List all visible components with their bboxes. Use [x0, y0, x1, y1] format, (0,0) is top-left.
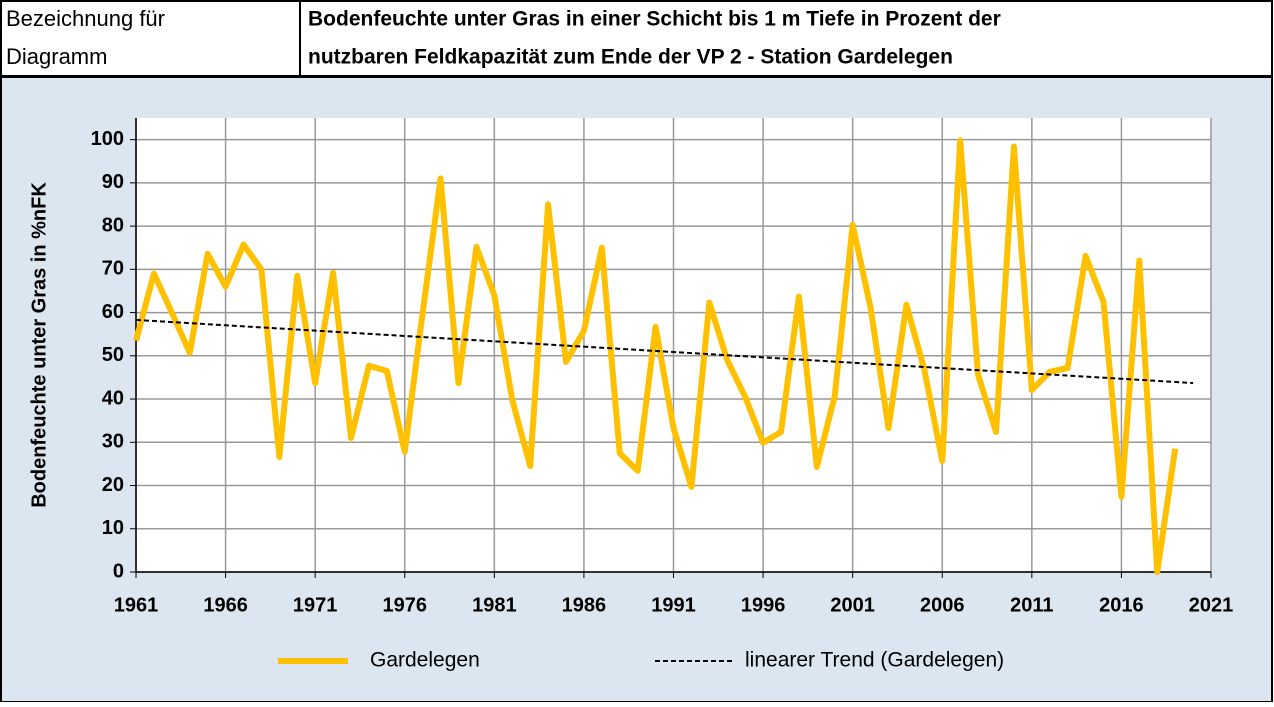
x-tick-label: 2001: [830, 594, 875, 616]
header: [0, 0, 1273, 77]
chart-title: nutzbaren Feldkapazität zum Ende der VP …: [308, 46, 953, 69]
x-tick-label: 2011: [1010, 594, 1053, 616]
legend-label: Gardelegen: [370, 649, 480, 672]
y-tick-label: 90: [102, 171, 124, 193]
x-tick-label: 1981: [472, 594, 517, 616]
x-tick-label: 1991: [651, 594, 696, 616]
y-tick-label: 70: [102, 258, 124, 280]
y-tick-label: 20: [102, 474, 124, 496]
y-tick-label: 10: [102, 517, 124, 539]
x-tick-label: 1986: [562, 594, 607, 616]
header-label: Diagramm: [6, 44, 107, 69]
x-tick-label: 2006: [920, 594, 965, 616]
y-tick-label: 30: [102, 431, 124, 453]
legend-label: linearer Trend (Gardelegen): [745, 649, 1004, 672]
y-tick-label: 100: [91, 128, 124, 150]
trend-line: [135, 318, 1194, 385]
x-tick-label: 1966: [203, 594, 248, 616]
y-axis-label: Bodenfeuchte unter Gras in %nFK: [28, 182, 50, 508]
data-line: [133, 137, 1179, 575]
y-tick-label: 0: [113, 560, 124, 582]
x-tick-label: 1976: [383, 594, 428, 616]
x-tick-label: 2016: [1099, 594, 1144, 616]
x-tick-label: 1996: [741, 594, 786, 616]
x-tick-label: 1971: [293, 594, 338, 616]
chart-title: Bodenfeuchte unter Gras in einer Schicht…: [308, 8, 1001, 31]
x-tick-label: 1961: [114, 594, 159, 616]
y-tick-label: 60: [102, 301, 124, 323]
y-tick-label: 50: [102, 344, 124, 366]
header-label: Bezeichnung für: [6, 6, 165, 31]
y-tick-label: 80: [102, 214, 124, 236]
y-tick-label: 40: [102, 387, 124, 409]
x-tick-label: 2021: [1189, 594, 1234, 616]
